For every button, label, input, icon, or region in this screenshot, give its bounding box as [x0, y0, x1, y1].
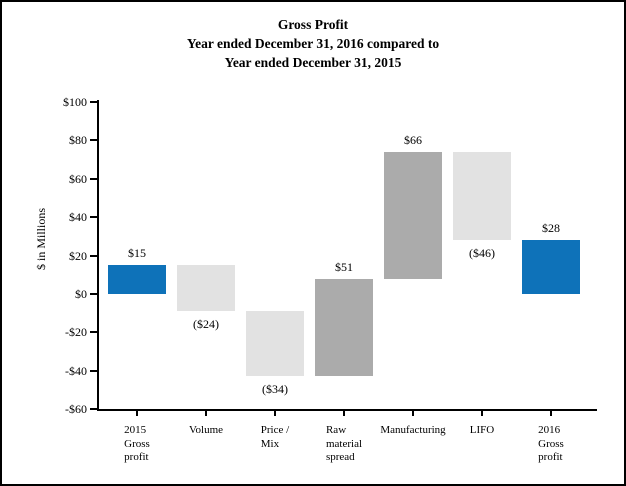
y-tick-mark [90, 292, 97, 295]
value-label-2016-gross-profit: $28 [542, 221, 560, 236]
y-tick-mark [90, 254, 97, 257]
bar-volume [177, 265, 235, 312]
bar-lifo [453, 151, 511, 241]
chart-title-line-2: Year ended December 31, 2016 compared to [186, 36, 440, 51]
bar-raw-material-spread [315, 278, 373, 377]
y-tick-mark [90, 101, 97, 103]
value-label-price-mix: ($34) [262, 382, 288, 397]
y-tick-label: -$60 [65, 402, 87, 416]
bar-2015-gross-profit [108, 265, 166, 294]
value-label-2015-gross-profit: $15 [128, 246, 146, 261]
y-tick-mark [90, 331, 97, 334]
x-tick-mark [550, 411, 552, 416]
y-tick-label: $60 [69, 171, 87, 186]
y-tick-label: $100 [63, 95, 87, 109]
category-label-lifo: LIFO [436, 424, 528, 438]
x-tick-mark [412, 411, 414, 416]
y-axis-line [97, 100, 99, 411]
y-tick-label: $20 [69, 248, 87, 263]
category-label-text: Raw material spread [325, 424, 363, 463]
category-label-2015-gross-profit: 2015 Gross profit [91, 424, 183, 465]
y-tick-mark [90, 369, 97, 372]
bar-manufacturing [384, 151, 442, 279]
x-axis-line [97, 409, 597, 411]
value-label-lifo: ($46) [469, 246, 495, 261]
value-label-raw-material-spread: $51 [335, 259, 353, 274]
y-tick-label: $80 [69, 133, 87, 148]
category-label-text: 2015 Gross profit [124, 424, 150, 463]
category-label-price-mix: Price / Mix [229, 424, 321, 451]
chart-title-line-1: Gross Profit [277, 17, 349, 32]
value-label-volume: ($24) [193, 317, 219, 332]
x-tick-mark [343, 411, 345, 416]
value-label-manufacturing: $66 [404, 132, 422, 147]
x-tick-mark [481, 411, 483, 416]
category-label-manufacturing: Manufacturing [367, 424, 459, 438]
chart-title: Gross Profit Year ended December 31, 201… [2, 15, 624, 72]
category-label-text: Price / Mix [260, 424, 290, 450]
x-tick-mark [205, 411, 207, 416]
chart-title-line-3: Year ended December 31, 2015 [224, 55, 402, 70]
category-label-text: LIFO [469, 424, 495, 436]
y-tick-label: $0 [75, 286, 87, 301]
y-tick-label: -$40 [65, 363, 87, 378]
category-label-text: Manufacturing [380, 424, 446, 436]
category-label-text: Volume [188, 424, 224, 436]
category-label-text: 2016 Gross profit [538, 424, 564, 463]
category-label-2016-gross-profit: 2016 Gross profit [505, 424, 597, 465]
y-tick-label: $40 [69, 210, 87, 225]
category-label-raw-material-spread: Raw material spread [298, 424, 390, 465]
y-tick-mark [90, 408, 97, 410]
y-tick-mark [90, 177, 97, 180]
category-label-volume: Volume [160, 424, 252, 438]
bar-price-mix [246, 311, 304, 377]
y-tick-mark [90, 139, 97, 142]
y-tick-label: -$20 [65, 325, 87, 340]
x-tick-mark [274, 411, 276, 416]
y-tick-mark [90, 216, 97, 219]
x-tick-mark [136, 411, 138, 416]
bar-2016-gross-profit [522, 240, 580, 294]
